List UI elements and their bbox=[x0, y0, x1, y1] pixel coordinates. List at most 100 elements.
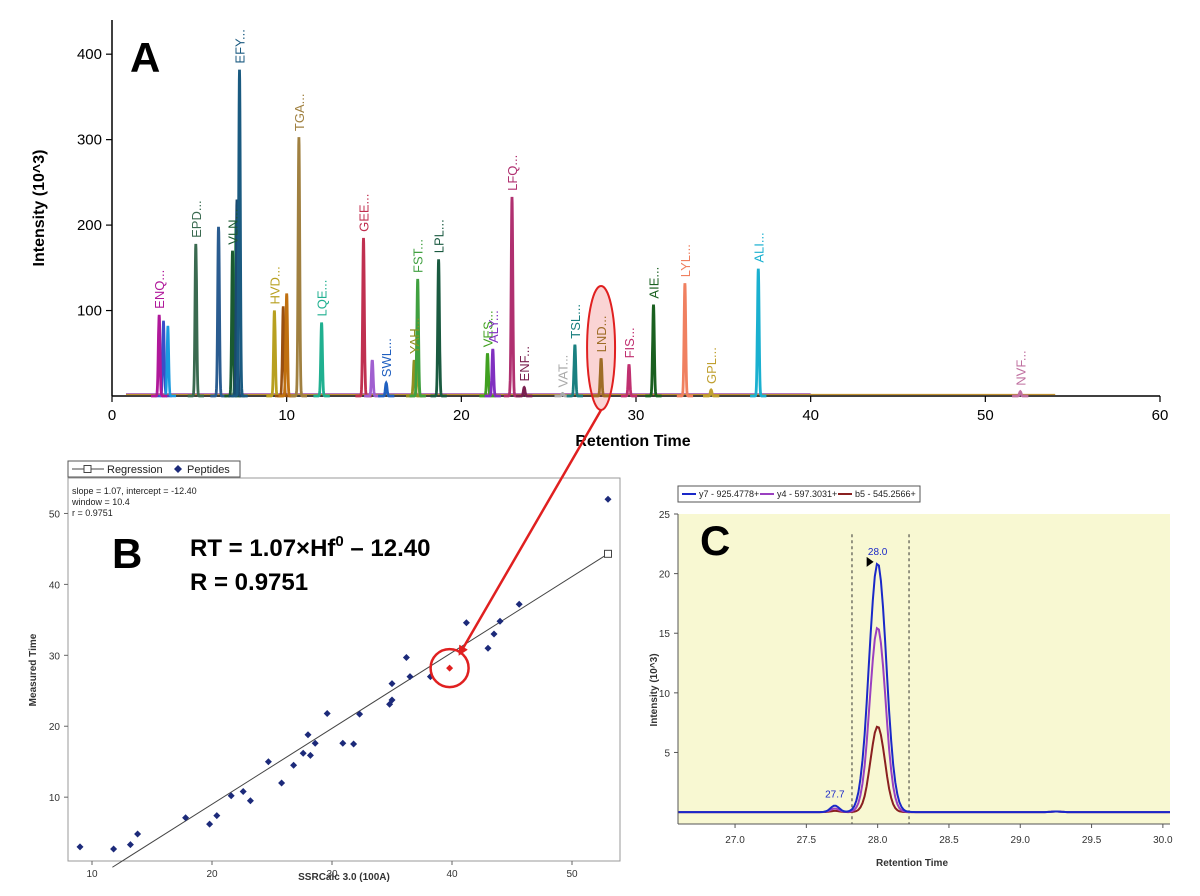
peptide-point bbox=[402, 653, 410, 661]
peak-label: TSL... bbox=[568, 304, 583, 339]
panel-c-plot-area bbox=[678, 514, 1170, 824]
x-tick-label: 20 bbox=[453, 407, 470, 424]
minor-peak-label: 27.7 bbox=[825, 790, 845, 801]
peak-label: TGA... bbox=[292, 94, 307, 132]
y-tick-label: 100 bbox=[77, 303, 102, 320]
peptide-point bbox=[278, 779, 286, 787]
chromatogram-peak bbox=[266, 310, 283, 398]
x-tick-label: 29.0 bbox=[1011, 835, 1031, 846]
peak-label: EFY... bbox=[233, 29, 248, 63]
peak-label: VES... bbox=[481, 310, 496, 347]
x-tick-label: 50 bbox=[566, 869, 578, 880]
equation-tail: – 12.40 bbox=[344, 535, 431, 562]
peptide-point bbox=[323, 709, 331, 717]
peptide-point bbox=[339, 739, 347, 747]
equation-superscript: 0 bbox=[335, 533, 343, 550]
panel-a-y-axis-title: Intensity (10^3) bbox=[31, 150, 48, 267]
chromatogram-peak bbox=[620, 364, 638, 398]
peptide-point bbox=[299, 749, 307, 757]
x-tick-label: 60 bbox=[1152, 407, 1169, 424]
peptide-point bbox=[264, 758, 272, 766]
x-tick-label: 40 bbox=[802, 407, 819, 424]
peak-label: EPD... bbox=[189, 200, 204, 238]
legend-regression-label: Regression bbox=[107, 464, 163, 476]
stats-line-2: window = 10.4 bbox=[71, 497, 130, 507]
peptide-point bbox=[350, 740, 358, 748]
correlation-coefficient: R = 0.9751 bbox=[190, 569, 308, 596]
chromatogram-peak bbox=[479, 353, 496, 398]
chromatogram-peak bbox=[409, 278, 426, 398]
legend-peptides-label: Peptides bbox=[187, 464, 230, 476]
peak-label: GEE... bbox=[357, 194, 372, 232]
peak-label: LFQ... bbox=[505, 155, 520, 191]
panel-c-legend: y7 - 925.4778+ y4 - 597.3031+ b5 - 545.2… bbox=[677, 485, 921, 503]
peptide-point bbox=[239, 787, 247, 795]
chromatogram-peak bbox=[676, 283, 694, 398]
x-tick-label: 10 bbox=[86, 869, 98, 880]
peptide-point bbox=[76, 843, 84, 851]
chromatogram-peak bbox=[750, 268, 767, 398]
peptide-point bbox=[462, 619, 470, 627]
chromatogram-peak bbox=[592, 358, 610, 398]
apex-label: 28.0 bbox=[868, 547, 888, 558]
regression-line bbox=[112, 553, 609, 868]
peak-label: ALI... bbox=[751, 232, 766, 262]
chromatogram-peak bbox=[430, 259, 447, 398]
panel-b-regression: Regression Peptides slope = 1.07, interc… bbox=[28, 460, 621, 883]
peptide-point bbox=[604, 495, 612, 503]
peptide-point bbox=[388, 696, 396, 704]
peak-label: YAH... bbox=[407, 317, 422, 354]
x-tick-label: 50 bbox=[977, 407, 994, 424]
peptide-point bbox=[515, 600, 523, 608]
stats-line-1: slope = 1.07, intercept = -12.40 bbox=[72, 486, 197, 496]
peptide-point bbox=[356, 710, 364, 718]
highlight-circle-panel-b bbox=[429, 647, 470, 689]
stats-line-3: r = 0.9751 bbox=[72, 508, 113, 518]
y-tick-label: 25 bbox=[659, 510, 671, 521]
peak-label: ENQ... bbox=[152, 270, 167, 309]
x-tick-label: 29.5 bbox=[1082, 835, 1102, 846]
chromatogram-peak bbox=[355, 237, 372, 398]
panel-c-x-axis-title: Retention Time bbox=[876, 858, 948, 869]
peak-label: VLN... bbox=[226, 209, 241, 245]
panel-c-legend-box bbox=[677, 485, 921, 503]
apex-marker bbox=[866, 556, 874, 567]
x-tick-label: 30 bbox=[326, 869, 338, 880]
panel-a-chromatogram: A 0 10 20 30 40 50 60 100 200 300 400 ENQ... EPD...… bbox=[31, 20, 1168, 450]
panel-c-y-axis-title: Intensity (10^3) bbox=[649, 653, 660, 726]
peak-label: FST... bbox=[411, 239, 426, 273]
peptide-point bbox=[290, 761, 298, 769]
x-tick-label: 27.0 bbox=[725, 835, 745, 846]
legend-y4-label: y4 - 597.3031+ bbox=[777, 489, 837, 499]
panel-b-legend-box bbox=[67, 460, 241, 478]
y-tick-label: 200 bbox=[77, 217, 102, 234]
panel-b-letter: B bbox=[112, 530, 142, 577]
legend-peptides-marker bbox=[174, 465, 182, 473]
x-tick-label: 30.0 bbox=[1153, 835, 1173, 846]
peak-label: ENF... bbox=[517, 346, 532, 381]
peptide-point bbox=[406, 673, 414, 681]
chromatogram-peak bbox=[151, 314, 168, 398]
highlighted-peptide-point bbox=[446, 664, 454, 672]
equation-main: RT = 1.07×Hf bbox=[190, 535, 336, 562]
panel-a-letter: A bbox=[130, 34, 160, 81]
peak-label: VAT... bbox=[556, 355, 571, 388]
regression-equation: RT = 1.07×Hf0 – 12.40 bbox=[190, 533, 431, 562]
peak-label: GPL... bbox=[704, 347, 719, 384]
y-tick-label: 400 bbox=[77, 46, 102, 63]
peptide-point bbox=[496, 617, 504, 625]
peak-label: LND... bbox=[594, 316, 609, 353]
highlight-arrow bbox=[458, 409, 603, 656]
peptide-point bbox=[304, 731, 312, 739]
peak-label: SWL... bbox=[379, 338, 394, 377]
peak-label: ALY... bbox=[486, 310, 501, 343]
peptide-point bbox=[213, 812, 221, 820]
peak-label: AIE... bbox=[646, 267, 661, 299]
chromatogram-peak bbox=[378, 380, 395, 398]
x-tick-label: 27.5 bbox=[797, 835, 817, 846]
peak-label: NVF... bbox=[1013, 350, 1028, 385]
y-tick-label: 10 bbox=[659, 689, 671, 700]
legend-regression-marker bbox=[83, 465, 92, 473]
y-tick-label: 5 bbox=[664, 748, 670, 759]
